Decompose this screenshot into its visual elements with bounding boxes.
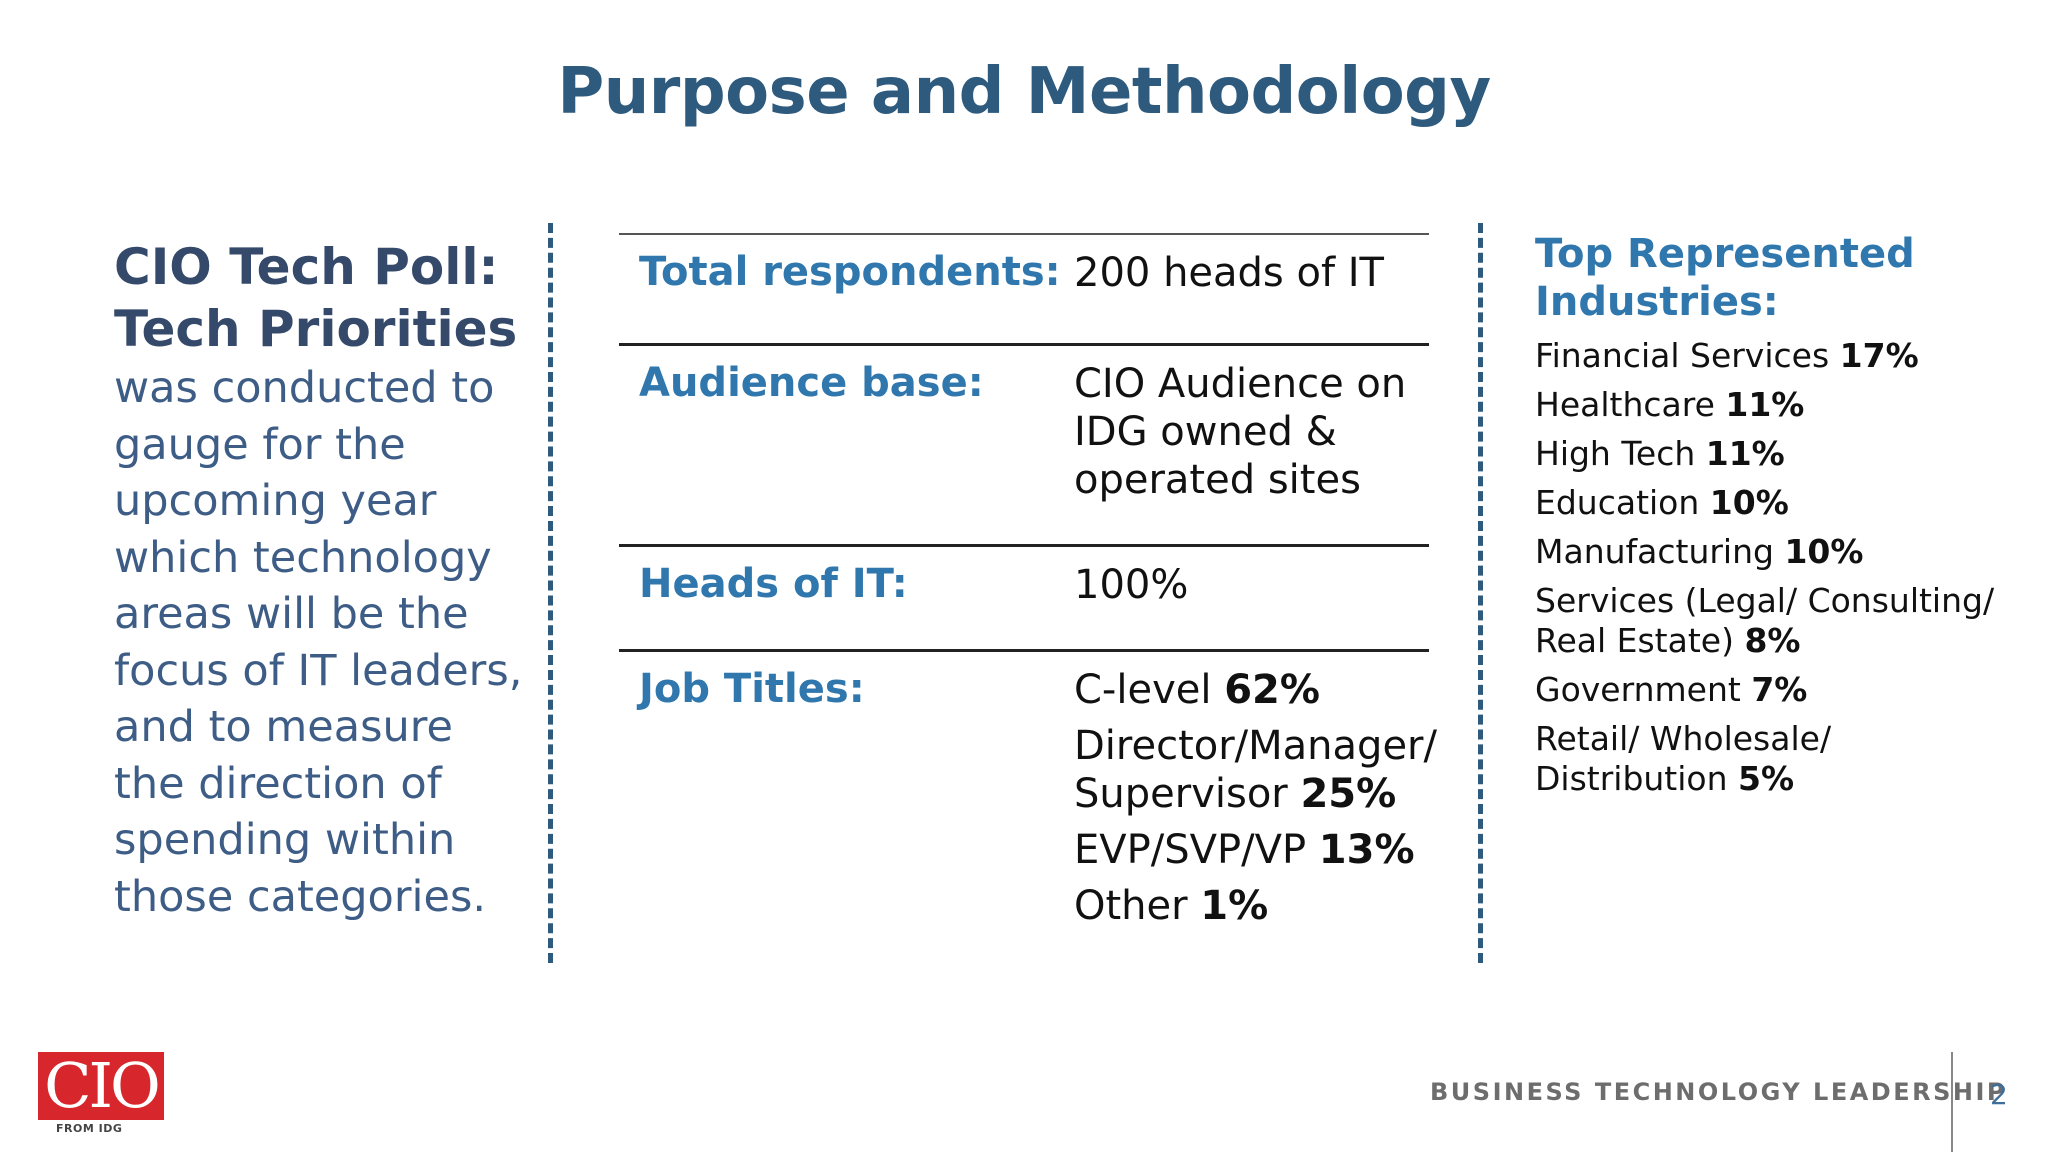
industries-heading: Top Represented Industries:: [1535, 231, 1915, 325]
intro-heading-line1: CIO Tech Poll:: [114, 238, 499, 296]
audience-base-label: Audience base:: [639, 360, 984, 406]
industry-item: Government 7%: [1535, 670, 2015, 710]
job-title-name: EVP/SVP/VP: [1074, 827, 1307, 873]
job-title-name: C-level: [1074, 667, 1212, 713]
heads-of-it-value: 100%: [1074, 562, 1189, 608]
methodology-table: Total respondents: 200 heads of IT Audie…: [619, 233, 1437, 942]
job-title-item: Other 1%: [1074, 882, 1424, 930]
audience-base-value: CIO Audience on IDG owned & operated sit…: [1074, 361, 1407, 503]
job-titles-label: Job Titles:: [639, 666, 865, 712]
industry-name: Financial Services: [1535, 336, 1830, 375]
job-title-item: Director/Manager/ Supervisor 25%: [1074, 722, 1437, 818]
industry-name: Healthcare: [1535, 385, 1715, 424]
industry-item: Education 10%: [1535, 483, 2015, 523]
intro-heading: CIO Tech Poll: Tech Priorities: [114, 236, 534, 360]
divider-right: [1478, 223, 1483, 963]
industry-pct: 8%: [1744, 621, 1801, 660]
job-title-pct: 13%: [1318, 827, 1415, 873]
job-title-item: EVP/SVP/VP 13%: [1074, 826, 1424, 874]
row-job-titles: Job Titles: C-level 62% Director/Manager…: [619, 649, 1437, 942]
cio-logo-text: CIO: [38, 1052, 164, 1120]
intro-body: was conducted to gauge for the upcoming …: [114, 363, 523, 922]
cio-logo: CIO: [38, 1052, 164, 1120]
job-title-pct: 25%: [1300, 771, 1397, 817]
job-title-name: Director/Manager/ Supervisor: [1074, 723, 1437, 817]
industries-column: Top Represented Industries: Financial Se…: [1535, 230, 2015, 808]
industry-pct: 7%: [1751, 670, 1808, 709]
row-audience-base: Audience base: CIO Audience on IDG owned…: [619, 343, 1429, 544]
industry-item: Manufacturing 10%: [1535, 532, 2015, 572]
industry-pct: 11%: [1725, 385, 1805, 424]
job-title-item: C-level 62%: [1074, 666, 1424, 714]
row-heads-of-it: Heads of IT: 100%: [619, 544, 1429, 649]
industry-name: Government: [1535, 670, 1741, 709]
industry-item: Retail/ Wholesale/ Distribution 5%: [1535, 719, 2015, 799]
footer-divider: [1951, 1052, 1953, 1152]
page-number: 2: [1990, 1078, 2008, 1111]
industry-name: Services (Legal/ Consulting/ Real Estate…: [1535, 581, 1995, 660]
industry-pct: 11%: [1705, 434, 1785, 473]
industry-name: Manufacturing: [1535, 532, 1774, 571]
footer-tagline: BUSINESS TECHNOLOGY LEADERSHIP: [1430, 1078, 2007, 1106]
industry-item: Services (Legal/ Consulting/ Real Estate…: [1535, 581, 2015, 661]
row-total-respondents: Total respondents: 200 heads of IT: [619, 233, 1429, 343]
industry-name: High Tech: [1535, 434, 1696, 473]
divider-left: [548, 223, 553, 963]
industry-item: Healthcare 11%: [1535, 385, 2015, 425]
industries-list: Financial Services 17% Healthcare 11% Hi…: [1535, 336, 2015, 799]
heads-of-it-label: Heads of IT:: [639, 561, 908, 607]
job-titles-list: C-level 62% Director/Manager/ Supervisor…: [1074, 666, 1437, 938]
industry-name: Retail/ Wholesale/ Distribution: [1535, 719, 1832, 798]
page-title: Purpose and Methodology: [557, 55, 1491, 129]
industry-name: Education: [1535, 483, 1700, 522]
job-title-name: Other: [1074, 883, 1188, 929]
intro-column: CIO Tech Poll: Tech Priorities was condu…: [114, 236, 534, 925]
job-title-pct: 62%: [1224, 667, 1320, 713]
industry-pct: 5%: [1738, 759, 1795, 798]
total-respondents-value: 200 heads of IT: [1074, 250, 1384, 296]
industry-item: Financial Services 17%: [1535, 336, 2015, 376]
industry-pct: 17%: [1839, 336, 1919, 375]
industry-item: High Tech 11%: [1535, 434, 2015, 474]
intro-heading-line2: Tech Priorities: [114, 300, 518, 358]
industry-pct: 10%: [1784, 532, 1864, 571]
industry-pct: 10%: [1709, 483, 1789, 522]
total-respondents-label: Total respondents:: [639, 249, 1061, 295]
cio-logo-subtitle: FROM IDG: [56, 1122, 123, 1135]
job-title-pct: 1%: [1200, 883, 1269, 929]
